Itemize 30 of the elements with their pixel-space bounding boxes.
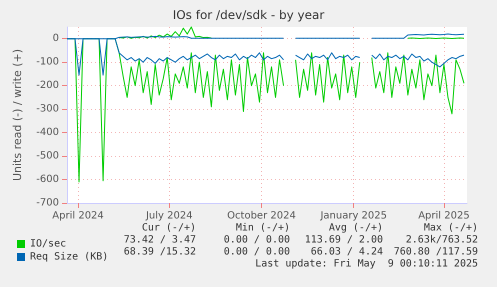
text: Max (-/+) — [424, 222, 478, 234]
y-tick-label: 0 — [52, 33, 59, 44]
text: Cur (-/+) — [142, 222, 196, 234]
text: Min (-/+) — [236, 222, 290, 234]
y-tick-label: -600 — [36, 174, 59, 186]
x-tick-label: April 2024 — [52, 210, 104, 222]
y-tick-label: -300 — [36, 104, 59, 115]
text: 760.80 /117.59 — [394, 246, 478, 258]
x-tick-label: July 2024 — [144, 210, 193, 222]
y-tick-label: -500 — [36, 150, 59, 162]
y-tick-label: -400 — [36, 127, 59, 138]
x-tick-label: April 2025 — [418, 210, 470, 222]
text: 66.03 / 4.24 — [310, 246, 384, 258]
y-tick-label: -100 — [36, 56, 59, 68]
legend-label: IO/sec — [30, 238, 66, 250]
text: 73.42 / 3.47 — [124, 234, 196, 246]
y-axis-title: Units read (-) / write (+) — [11, 48, 24, 182]
legend-label: Req Size (KB) — [30, 252, 108, 262]
chart-title: IOs for /dev/sdk - by year — [172, 8, 324, 22]
text: 0.00 / 0.00 — [224, 246, 290, 258]
y-tick-label: -200 — [36, 80, 59, 92]
text: Last update: Fri May 9 00:10:11 2025 — [255, 258, 478, 270]
text: 68.39 /15.32 — [124, 246, 196, 258]
text: Avg (-/+) — [328, 222, 384, 234]
y-tick-label: -700 — [36, 198, 59, 208]
x-tick-label: January 2025 — [319, 210, 387, 222]
text: 0.00 / 0.00 — [224, 234, 290, 246]
text: 113.69 / 2.00 — [304, 234, 384, 246]
x-tick-label: October 2024 — [227, 210, 296, 222]
text: 2.63k/763.52 — [406, 234, 478, 246]
